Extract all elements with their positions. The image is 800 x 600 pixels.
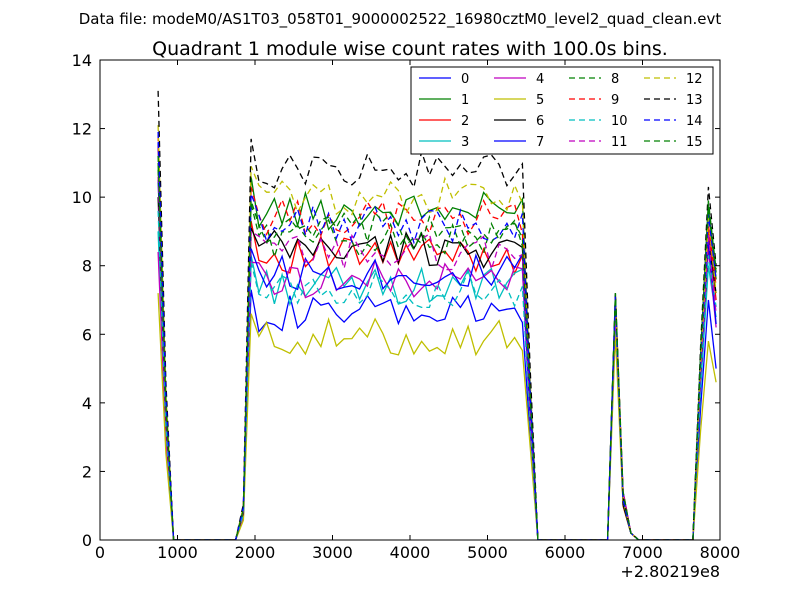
legend-label: 5 xyxy=(536,93,544,108)
y-tick-label: 12 xyxy=(72,120,92,139)
x-tick-label: 4000 xyxy=(390,543,431,562)
x-tick-label: 2000 xyxy=(235,543,276,562)
x-offset-label: +2.80219e8 xyxy=(620,562,720,581)
y-tick-label: 0 xyxy=(82,531,92,550)
x-tick-label: 3000 xyxy=(312,543,353,562)
legend-label: 13 xyxy=(686,93,703,108)
legend-label: 1 xyxy=(461,93,469,108)
series-line-15 xyxy=(157,155,717,540)
series-line-10 xyxy=(157,210,717,540)
plot-area xyxy=(99,59,721,541)
legend-label: 8 xyxy=(611,72,619,87)
x-tick-label: 1000 xyxy=(157,543,198,562)
series-line-11 xyxy=(157,176,717,540)
x-tick-label: 8000 xyxy=(700,543,741,562)
series-line-0 xyxy=(157,179,717,540)
legend-label: 11 xyxy=(611,135,628,150)
series-layer xyxy=(157,90,717,540)
legend-frame xyxy=(410,66,714,155)
y-tick-label: 8 xyxy=(82,257,92,276)
series-line-13 xyxy=(157,90,717,540)
x-tick-label: 0 xyxy=(95,543,105,562)
legend-label: 0 xyxy=(461,72,469,87)
y-tick-label: 2 xyxy=(82,462,92,481)
legend-label: 4 xyxy=(536,72,544,87)
y-tick-label: 10 xyxy=(72,188,92,207)
x-axis: 0 1000 2000 3000 4000 5000 6000 7000 8000 xyxy=(95,60,740,562)
x-tick-label: 7000 xyxy=(622,543,663,562)
y-tick-label: 6 xyxy=(82,325,92,344)
series-line-12 xyxy=(157,125,717,540)
series-line-7 xyxy=(157,142,717,540)
series-line-4 xyxy=(157,248,717,540)
y-tick-label: 14 xyxy=(72,51,92,70)
legend-label: 2 xyxy=(461,114,469,129)
series-line-3 xyxy=(157,231,717,540)
series-line-9 xyxy=(157,135,717,540)
series-line-5 xyxy=(157,293,717,540)
legend-label: 15 xyxy=(686,135,703,150)
legend-label: 9 xyxy=(611,93,619,108)
series-line-2 xyxy=(157,145,717,540)
series-line-8 xyxy=(157,169,717,540)
series-line-1 xyxy=(157,162,717,540)
legend-label: 12 xyxy=(686,72,703,87)
legend-label: 10 xyxy=(611,114,628,129)
x-tick-label: 5000 xyxy=(467,543,508,562)
legend-label: 14 xyxy=(686,114,703,129)
legend-label: 3 xyxy=(461,135,469,150)
x-tick-label: 6000 xyxy=(545,543,586,562)
legend-label: 7 xyxy=(536,135,544,150)
series-line-14 xyxy=(157,131,717,540)
legend-label: 6 xyxy=(536,114,544,129)
figure-suptitle: Data file: modeM0/AS1T03_058T01_90000025… xyxy=(79,10,722,29)
y-tick-label: 4 xyxy=(82,394,92,413)
chart-title: Quadrant 1 module wise count rates with … xyxy=(152,38,668,60)
series-line-6 xyxy=(157,197,717,540)
